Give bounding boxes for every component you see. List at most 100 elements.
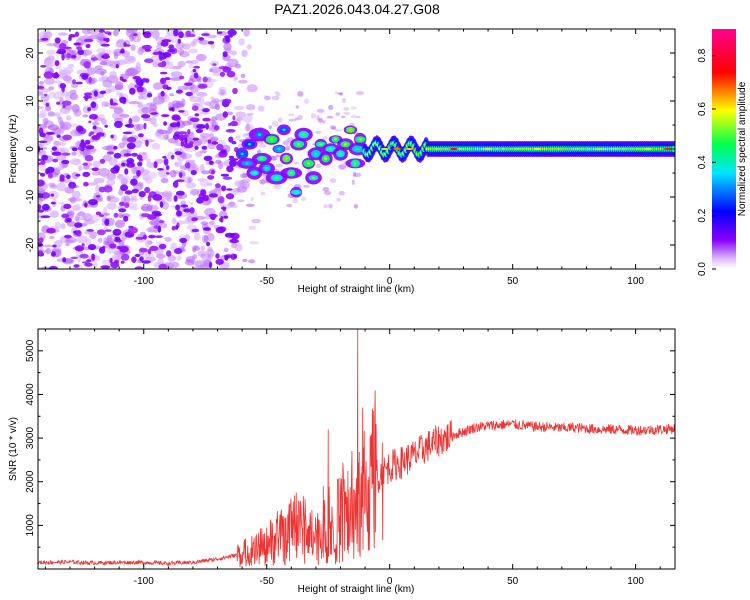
spectrogram-cell	[100, 71, 105, 76]
spectrogram-cell	[301, 196, 307, 202]
spectrogram-cell	[229, 159, 237, 167]
spectrogram-cell	[91, 253, 96, 261]
spectrogram-cell	[214, 103, 221, 111]
spectrogram-cell	[195, 266, 201, 269]
spectrogram-cell	[106, 60, 116, 64]
spectrogram-cell	[98, 29, 106, 33]
spectrogram-cell	[227, 60, 237, 66]
spectrogram-cell	[195, 128, 203, 134]
spectrogram-ytick-label: -20	[25, 237, 36, 252]
spectrogram-cell	[88, 199, 98, 206]
spectrogram-cell	[190, 84, 199, 94]
spectrogram-cell	[56, 134, 61, 138]
spectrogram-cell	[90, 101, 97, 109]
spectrogram-cell	[84, 202, 88, 208]
spectrogram-cell	[157, 168, 164, 171]
spectrogram-cell	[72, 79, 76, 85]
spectrogram-cell	[168, 259, 173, 267]
spectrogram-cell	[222, 51, 228, 58]
spectrogram-cell	[178, 134, 185, 142]
spectrogram-cell	[106, 235, 113, 241]
spectrogram-cell	[350, 114, 357, 119]
spectrogram-cell	[39, 162, 46, 172]
spectrogram-cell	[39, 109, 47, 118]
spectrogram-cell	[66, 53, 72, 59]
spectrogram-cell	[75, 81, 83, 85]
spectrogram-cell	[208, 213, 218, 218]
spectrogram-cell	[56, 50, 66, 54]
spectrogram-cell	[49, 235, 55, 240]
spectrogram-cell	[71, 55, 77, 59]
spectrogram-cell	[336, 197, 341, 202]
spectrogram-cell	[218, 217, 224, 222]
spectrogram-cell	[63, 203, 72, 209]
spectrogram-cell	[358, 138, 362, 141]
spectrogram-cell	[197, 83, 208, 89]
spectrogram-cell	[334, 129, 342, 132]
spectrogram-cell	[118, 212, 124, 219]
spectrogram-cell	[185, 159, 196, 163]
spectrogram-cell	[449, 147, 458, 151]
spectrogram-cell	[208, 79, 218, 82]
spectrogram-cell	[58, 68, 64, 74]
spectrogram-cell	[159, 77, 167, 85]
spectrogram-cell	[79, 215, 88, 221]
spectrogram-cell	[158, 263, 168, 269]
spectrogram-cell	[159, 201, 164, 208]
spectrogram-cell	[158, 220, 165, 224]
spectrogram-cell	[153, 225, 159, 229]
spectrogram-cell	[229, 238, 239, 244]
colorbar-tick-label: 0.4	[697, 155, 708, 169]
spectrogram-cell	[185, 259, 195, 266]
spectrogram-cell	[164, 236, 173, 242]
spectrogram-cell	[124, 149, 132, 154]
spectrogram-cell	[109, 243, 117, 249]
spectrogram-cell	[167, 61, 174, 70]
spectrogram-cell	[65, 115, 72, 121]
spectrogram-cell	[131, 256, 137, 264]
spectrogram-cell	[141, 152, 148, 161]
snr-xtick-label: 100	[627, 576, 644, 587]
spectrogram-cell	[71, 190, 81, 199]
spectrogram-cell	[95, 184, 101, 194]
spectrogram-cell	[163, 51, 172, 58]
spectrogram-cell	[334, 91, 340, 94]
spectrogram-cell	[60, 147, 70, 154]
spectrogram-cell	[192, 254, 198, 260]
spectrogram-cell	[145, 239, 150, 249]
spectrogram-cell	[162, 192, 172, 200]
spectrogram-cell	[245, 126, 252, 130]
spectrogram-cell	[38, 250, 43, 256]
spectrogram-cell	[202, 108, 210, 113]
colorbar-gradient	[712, 29, 736, 269]
spectrogram-cell	[178, 172, 183, 178]
spectrogram-cell	[196, 124, 206, 129]
spectrogram-cell	[61, 53, 65, 61]
spectrogram-cell	[175, 190, 185, 196]
spectrogram-cell	[193, 72, 199, 79]
spectrogram-cell	[338, 190, 345, 196]
spectrogram-cell	[50, 251, 56, 257]
spectrogram-cell	[292, 197, 299, 203]
spectrogram-cell	[211, 141, 219, 145]
spectrogram-cell	[173, 195, 178, 202]
spectrogram-cell	[138, 133, 144, 138]
spectrogram-cell	[57, 32, 68, 36]
spectrogram-cell	[110, 102, 119, 106]
spectrogram-cell	[314, 152, 318, 155]
spectrogram-cell	[83, 181, 89, 187]
spectrogram-cell	[166, 165, 170, 170]
spectrogram-cell	[61, 213, 70, 219]
spectrogram-cell	[178, 75, 185, 80]
spectrogram-cell	[74, 31, 80, 37]
spectrogram-cell	[195, 53, 207, 62]
spectrogram-cell	[142, 93, 148, 100]
spectrogram-cell	[289, 171, 293, 175]
spectrogram-cell	[118, 208, 127, 213]
spectrogram-cell	[326, 115, 334, 119]
spectrogram-cell	[133, 33, 138, 37]
spectrogram-cell	[175, 225, 179, 230]
spectrogram-cell	[322, 187, 330, 192]
spectrogram-cell	[245, 162, 249, 165]
